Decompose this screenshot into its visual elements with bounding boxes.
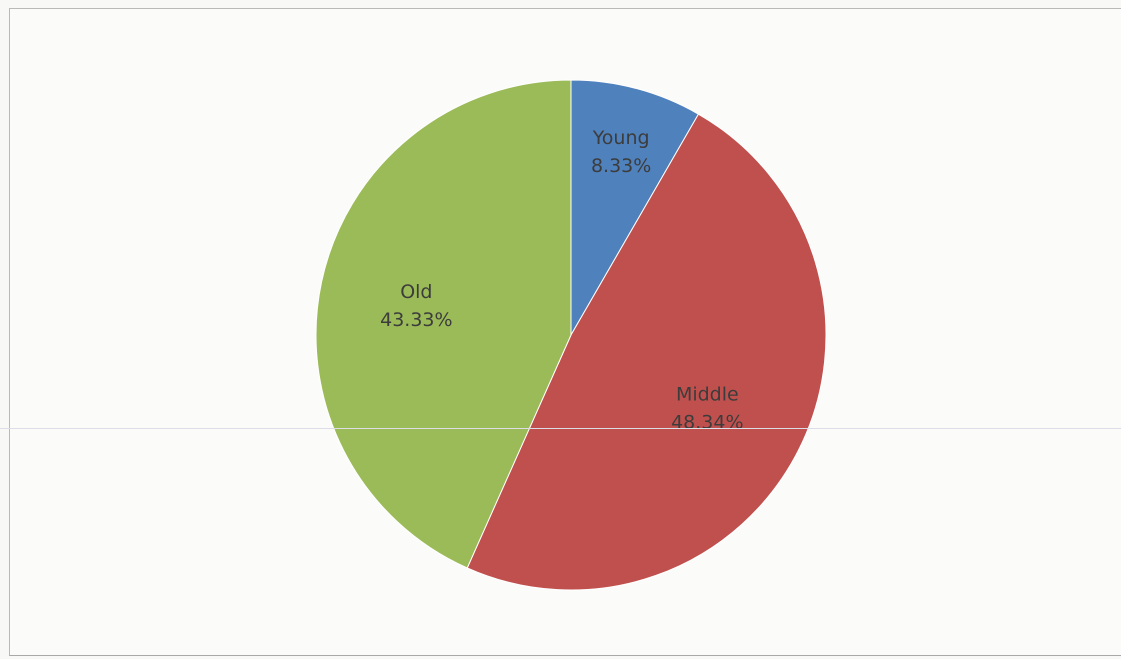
pie-value-label-old: 43.33%	[380, 309, 452, 331]
pie-slices	[315, 79, 827, 591]
pie-label-old: Old	[400, 281, 432, 303]
pie-slice-young	[570, 79, 700, 337]
scan-line-divider	[0, 428, 1121, 429]
pie-label-middle: Middle	[676, 383, 739, 405]
pie-label-young: Young	[592, 127, 650, 149]
pie-value-label-young: 8.33%	[591, 155, 651, 177]
pie-slice-old	[315, 79, 572, 569]
pie-value-label-middle: 48.34%	[671, 411, 743, 433]
pie-slice-middle	[466, 113, 827, 591]
pie-labels: Young 8.33% Middle 48.34% Old 43.33%	[380, 127, 743, 434]
